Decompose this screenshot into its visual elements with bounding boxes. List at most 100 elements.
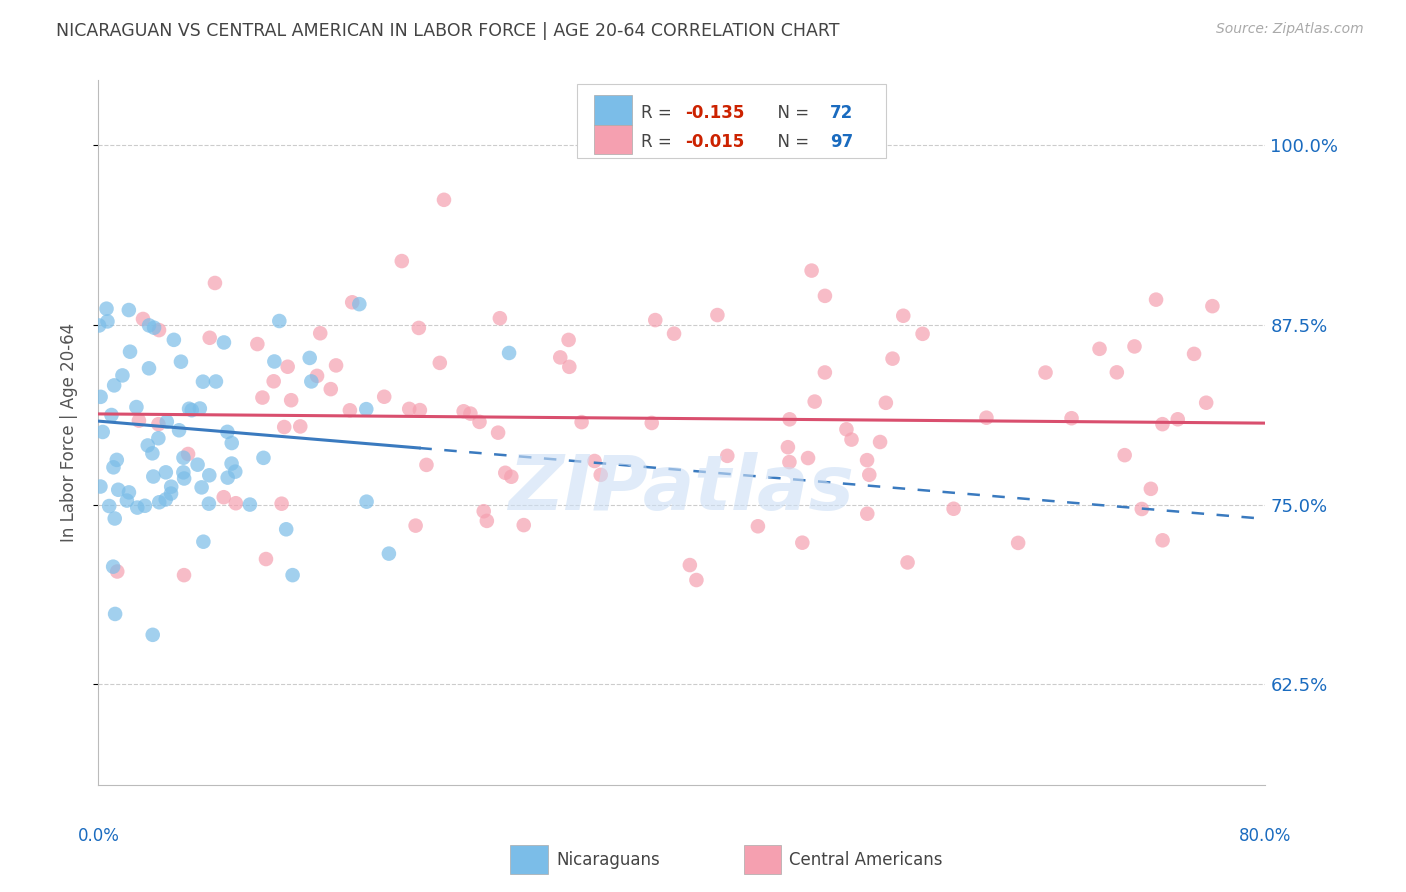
Point (548, 351, 571, 365)
Text: Central Americans: Central Americans (789, 851, 943, 870)
Point (134, 499, 156, 513)
Point (188, 401, 211, 416)
Point (309, 326, 332, 341)
Point (1167, 412, 1189, 426)
Text: N =: N = (768, 103, 814, 122)
Point (263, 354, 285, 368)
Point (942, 501, 965, 516)
Point (191, 375, 214, 389)
Point (486, 425, 509, 440)
FancyBboxPatch shape (510, 845, 548, 874)
Point (104, 607, 127, 621)
Point (155, 466, 177, 480)
Point (177, 447, 200, 461)
Point (589, 467, 612, 482)
Point (662, 326, 685, 341)
FancyBboxPatch shape (744, 845, 782, 874)
Point (160, 486, 183, 500)
Point (105, 453, 128, 467)
Point (115, 493, 138, 508)
Point (98, 499, 121, 513)
Point (91, 425, 114, 439)
Point (1105, 365, 1128, 379)
Point (142, 469, 165, 483)
Point (1144, 293, 1167, 307)
Point (198, 497, 221, 511)
Point (869, 435, 891, 450)
Point (1152, 533, 1174, 548)
Point (118, 344, 141, 359)
Point (118, 485, 141, 500)
Point (212, 335, 235, 350)
Point (127, 500, 149, 515)
Point (814, 366, 837, 380)
Text: -0.015: -0.015 (685, 133, 745, 152)
Point (204, 276, 226, 290)
Point (142, 628, 165, 642)
Point (776, 440, 799, 454)
Point (87, 318, 110, 333)
Y-axis label: In Labor Force | Age 20-64: In Labor Force | Age 20-64 (59, 323, 77, 542)
Text: -0.135: -0.135 (685, 103, 745, 122)
Point (1201, 299, 1223, 313)
Point (641, 416, 664, 430)
Point (118, 303, 141, 318)
Point (107, 483, 129, 497)
Point (349, 297, 371, 311)
Point (409, 403, 432, 417)
Point (90, 390, 112, 404)
Point (221, 436, 243, 450)
Point (706, 308, 728, 322)
Point (378, 547, 401, 561)
Point (391, 254, 413, 268)
Point (170, 354, 193, 368)
Point (132, 312, 155, 326)
Point (148, 495, 170, 509)
Point (408, 321, 430, 335)
Point (101, 559, 124, 574)
Point (571, 415, 593, 429)
Point (415, 458, 437, 472)
Text: 80.0%: 80.0% (1239, 827, 1292, 846)
Point (679, 558, 702, 572)
Point (1195, 395, 1218, 409)
Point (190, 480, 212, 494)
Text: R =: R = (641, 103, 678, 122)
Point (1182, 347, 1205, 361)
Point (644, 313, 666, 327)
FancyBboxPatch shape (576, 84, 886, 158)
Point (472, 504, 495, 518)
Point (1114, 448, 1136, 462)
Point (498, 346, 520, 360)
Point (280, 393, 302, 408)
Point (307, 368, 329, 383)
Point (205, 375, 228, 389)
Point (290, 419, 312, 434)
Point (1130, 502, 1153, 516)
Point (173, 568, 195, 582)
Point (221, 457, 243, 471)
Text: NICARAGUAN VS CENTRAL AMERICAN IN LABOR FORCE | AGE 20-64 CORRELATION CHART: NICARAGUAN VS CENTRAL AMERICAN IN LABOR … (56, 22, 839, 40)
Point (100, 408, 122, 422)
Point (319, 382, 342, 396)
Point (263, 374, 285, 388)
Point (239, 498, 262, 512)
FancyBboxPatch shape (595, 95, 631, 125)
Point (373, 390, 395, 404)
Point (141, 446, 163, 460)
Point (494, 466, 516, 480)
Point (198, 468, 221, 483)
Point (125, 400, 148, 414)
Point (148, 323, 170, 337)
Point (501, 469, 523, 483)
Point (339, 403, 361, 417)
Point (475, 514, 498, 528)
Point (513, 518, 536, 533)
Point (225, 496, 247, 510)
Point (103, 460, 125, 475)
Point (193, 534, 215, 549)
Point (814, 289, 837, 303)
Point (270, 497, 292, 511)
Point (252, 450, 274, 465)
Point (269, 314, 291, 328)
